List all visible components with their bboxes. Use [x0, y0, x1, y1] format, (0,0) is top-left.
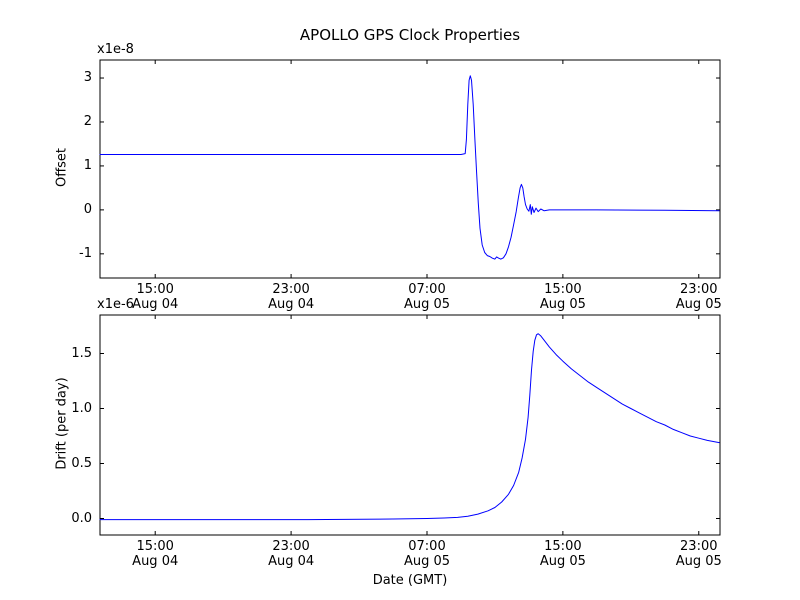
x-tick-label: 23:00 Aug 04 [268, 539, 315, 569]
bottom-axis-scale-label: x1e-6 [97, 297, 134, 312]
y-tick-label: 0 [83, 201, 92, 217]
x-tick-label: 15:00 Aug 05 [539, 539, 586, 569]
y-tick-label: 1 [83, 157, 92, 173]
axes-frame [99, 314, 721, 536]
x-tick-label: 23:00 Aug 05 [675, 282, 722, 312]
clock-offset-line [99, 75, 720, 260]
x-tick-label: 07:00 Aug 05 [403, 539, 451, 569]
x-tick-label: 07:00 Aug 05 [403, 282, 451, 312]
x-tick-label: 23:00 Aug 05 [675, 539, 722, 569]
figure-title: APOLLO GPS Clock Properties [299, 26, 521, 44]
x-tick-label: 15:00 Aug 04 [132, 282, 179, 312]
y-tick-label: 0.0 [71, 510, 92, 526]
y-tick-label: 1.5 [71, 345, 92, 361]
y-tick-label: 0.5 [71, 455, 92, 471]
top-axis-scale-label: x1e-8 [97, 42, 134, 57]
x-tick-label: 15:00 Aug 05 [539, 282, 586, 312]
axes-frame [99, 59, 721, 279]
y-tick-label: -1 [79, 245, 92, 261]
clock-drift-line [99, 333, 720, 521]
x-tick-label: 15:00 Aug 04 [132, 539, 179, 569]
x-axis-label: Date (GMT) [372, 573, 448, 588]
x-tick-label: 23:00 Aug 04 [268, 282, 315, 312]
y-tick-label: 2 [83, 113, 92, 129]
y-tick-label: 1.0 [71, 400, 92, 416]
y-tick-label: 3 [83, 70, 92, 86]
